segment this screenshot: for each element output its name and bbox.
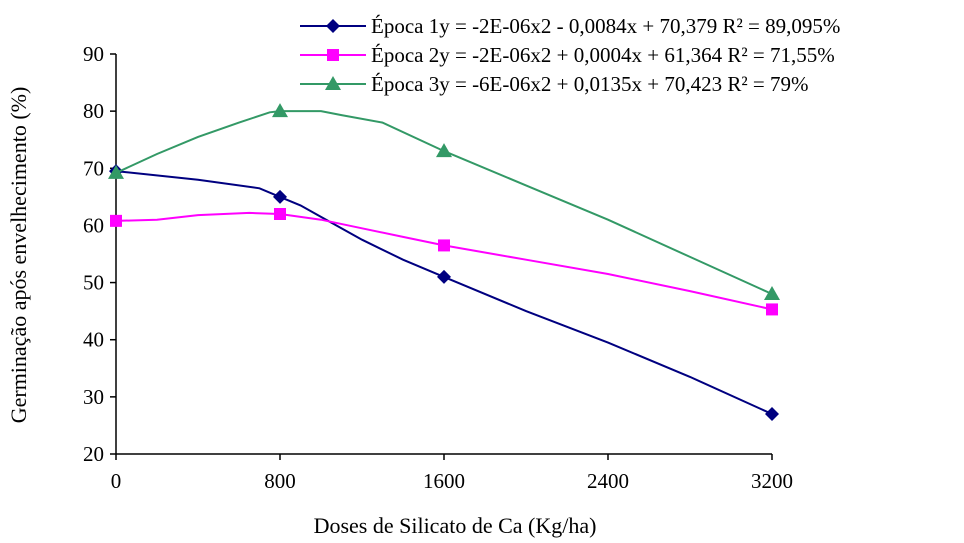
x-tick-label: 800 <box>264 469 296 493</box>
series-1-point <box>437 269 451 284</box>
legend-marker <box>326 19 340 33</box>
series-layer <box>108 103 780 421</box>
legend-label: Época 2y = -2E-06x2 + 0,0004x + 61,364 R… <box>371 43 835 67</box>
y-tick-label: 70 <box>83 156 104 180</box>
series-1-point <box>765 407 779 421</box>
legend-entry-1: Época 1y = -2E-06x2 - 0,0084x + 70,379 R… <box>300 14 840 38</box>
x-tick-label: 2400 <box>587 469 629 493</box>
y-tick-label: 40 <box>83 328 104 352</box>
plot-area: 20 30 40 50 60 70 80 90 0 800 1600 2400 3200 <box>83 42 793 493</box>
x-tick-label: 0 <box>111 469 122 493</box>
series-1 <box>109 164 779 421</box>
x-tick-label: 1600 <box>423 469 465 493</box>
series-2-point <box>274 208 286 220</box>
series-3-point <box>108 164 124 179</box>
y-axis-ticks: 20 30 40 50 60 70 80 90 <box>83 42 116 466</box>
legend-marker <box>325 76 341 90</box>
series-3-point <box>764 286 780 300</box>
x-tick-label: 3200 <box>751 469 793 493</box>
x-axis-ticks: 0 800 1600 2400 3200 <box>111 454 793 493</box>
y-tick-label: 20 <box>83 442 104 466</box>
series-3-point <box>272 103 288 118</box>
x-axis-title: Doses de Silicato de Ca (Kg/ha) <box>314 513 597 538</box>
series-1-line <box>115 170 773 415</box>
series-1-point <box>273 189 287 204</box>
series-3-line <box>115 110 773 295</box>
series-2-point <box>110 214 122 227</box>
series-3 <box>108 103 780 300</box>
y-axis-title: Germinação após envelhecimento (%) <box>6 87 31 424</box>
legend-label: Época 3y = -6E-06x2 + 0,0135x + 70,423 R… <box>371 72 808 96</box>
legend-entry-2: Época 2y = -2E-06x2 + 0,0004x + 61,364 R… <box>300 43 835 67</box>
y-tick-label: 60 <box>83 213 104 237</box>
y-tick-label: 90 <box>83 42 104 66</box>
legend-marker <box>327 49 339 61</box>
y-tick-label: 30 <box>83 385 104 409</box>
series-2-line <box>115 211 773 311</box>
legend-entry-3: Época 3y = -6E-06x2 + 0,0135x + 70,423 R… <box>300 72 808 96</box>
series-2-point <box>766 303 778 316</box>
series-3-point <box>436 143 452 158</box>
series-2 <box>110 208 778 316</box>
chart-legend: Época 1y = -2E-06x2 - 0,0084x + 70,379 R… <box>300 14 840 96</box>
y-tick-label: 80 <box>83 99 104 123</box>
y-tick-label: 50 <box>83 271 104 295</box>
series-2-point <box>438 239 450 252</box>
legend-label: Época 1y = -2E-06x2 - 0,0084x + 70,379 R… <box>371 14 840 38</box>
